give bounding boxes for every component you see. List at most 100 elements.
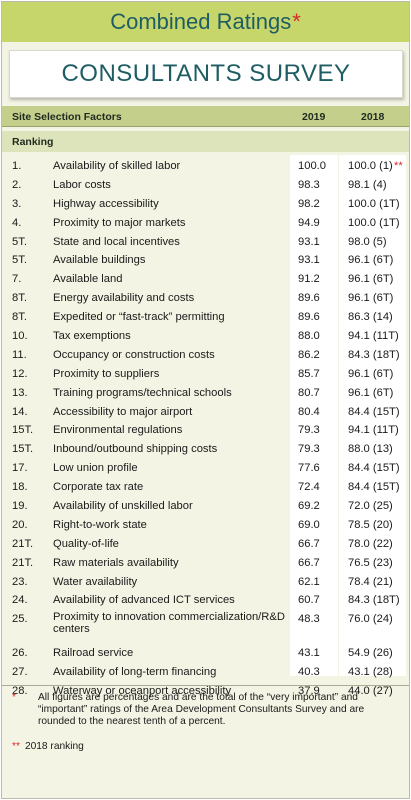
row-factor: Right-to-work state bbox=[53, 518, 147, 531]
row-value-2019: 43.1 bbox=[298, 646, 320, 659]
row-value-2019: 69.2 bbox=[298, 500, 320, 513]
table-row: 4. Proximity to major markets 94.9 100.0 (1… bbox=[2, 214, 409, 233]
row-value-2018: 96.1 (6T) bbox=[348, 367, 394, 380]
row-value-2019: 86.2 bbox=[298, 348, 320, 361]
row-value-2018: 88.0 (13) bbox=[348, 443, 393, 456]
row-value-2018: 84.4 (15T) bbox=[348, 405, 400, 418]
column-header-row: Site Selection Factors 2019 2018 bbox=[2, 106, 409, 127]
row-rank: 5T. bbox=[12, 254, 27, 267]
table-row: 12. Proximity to suppliers 85.7 96.1 (6T) bbox=[2, 365, 409, 384]
row-value-2018: 100.0 (1T) bbox=[348, 197, 400, 210]
row-factor: Expedited or “fast-track” permitting bbox=[53, 311, 225, 324]
row-value-2018: 78.4 (21) bbox=[348, 575, 393, 588]
row-value-2018: 84.3 (18T) bbox=[348, 348, 400, 361]
row-value-2018: 96.1 (6T) bbox=[348, 273, 394, 286]
row-rank: 8T. bbox=[12, 311, 27, 324]
row-factor: Accessibility to major airport bbox=[53, 405, 193, 418]
ranking-subheader: Ranking bbox=[2, 131, 409, 152]
row-factor: Inbound/outbound shipping costs bbox=[53, 443, 218, 456]
table-row: 20. Right-to-work state 69.0 78.5 (20) bbox=[2, 516, 409, 535]
row-value-2019: 89.6 bbox=[298, 311, 320, 324]
row-rank: 20. bbox=[12, 518, 28, 531]
row-rank: 8T. bbox=[12, 292, 27, 305]
row-factor: Low union profile bbox=[53, 462, 138, 475]
table-row: 15T. Environmental regulations 79.3 94.1 (1… bbox=[2, 421, 409, 440]
footnote-1-text: All figures are percentages and are the … bbox=[38, 692, 365, 727]
row-factor: Water availability bbox=[53, 575, 138, 588]
row-rank: 21T. bbox=[12, 556, 34, 569]
row-value-2018: 100.0 (1T) bbox=[348, 216, 400, 229]
table-row: 25. Proximity to innovation commercializa… bbox=[2, 610, 409, 643]
row-factor: Occupancy or construction costs bbox=[53, 348, 215, 361]
table-row: 14. Accessibility to major airport 80.4 84.… bbox=[2, 403, 409, 422]
row-value-2019: 85.7 bbox=[298, 367, 320, 380]
table-row: 27. Availability of long-term financing 40… bbox=[2, 663, 409, 682]
row-value-2018: 84.4 (15T) bbox=[348, 462, 400, 475]
table-row: 8T. Energy availability and costs 89.6 96.1… bbox=[2, 289, 409, 308]
row-factor: Available land bbox=[53, 273, 123, 286]
row-factor: State and local incentives bbox=[53, 235, 180, 248]
row-value-2019: 40.3 bbox=[298, 665, 320, 678]
row-rank: 28. bbox=[12, 684, 28, 697]
row-rank: 1. bbox=[12, 160, 22, 172]
row-factor: Quality-of-life bbox=[53, 537, 119, 550]
column-header-2018: 2018 bbox=[361, 111, 385, 123]
column-2018-background bbox=[339, 155, 406, 676]
column-header-factors: Site Selection Factors bbox=[12, 111, 122, 123]
row-value-2019: 94.9 bbox=[298, 216, 320, 229]
row-value-2019: 60.7 bbox=[298, 594, 320, 607]
row-value-2019: 88.0 bbox=[298, 330, 320, 343]
table-row: 3. Highway accessibility 98.2 100.0 (1T) bbox=[2, 195, 409, 214]
table-row: 7. Available land 91.2 96.1 (6T) bbox=[2, 270, 409, 289]
table-row: 24. Availability of advanced ICT services… bbox=[2, 591, 409, 610]
table-row: 17. Low union profile 77.6 84.4 (15T) bbox=[2, 459, 409, 478]
table-row: 8T. Expedited or “fast-track” permitting 8… bbox=[2, 308, 409, 327]
row-rank: 21T. bbox=[12, 537, 34, 550]
row-value-2019: 91.2 bbox=[298, 273, 320, 286]
row-factor: Labor costs bbox=[53, 178, 111, 191]
row-value-2019: 37.9 bbox=[298, 684, 320, 697]
row-rank: 18. bbox=[12, 481, 28, 494]
row-factor: Availability of long-term financing bbox=[53, 665, 217, 678]
row-value-2019: 72.4 bbox=[298, 481, 320, 494]
row-factor: Training programs/technical schools bbox=[53, 386, 232, 399]
survey-title-box: CONSULTANTS SURVEY bbox=[9, 50, 403, 98]
row-value-2019: 79.3 bbox=[298, 443, 320, 456]
survey-title: CONSULTANTS SURVEY bbox=[61, 60, 351, 87]
row-value-2018: 96.1 (6T) bbox=[348, 254, 394, 267]
row-factor: Energy availability and costs bbox=[53, 292, 195, 305]
row-value-2018: 94.1 (11T) bbox=[348, 330, 399, 343]
row-value-2019: 66.7 bbox=[298, 537, 320, 550]
row-value-2018: 44.0 (27) bbox=[348, 684, 393, 697]
row-value-2019: 98.3 bbox=[298, 178, 320, 191]
table-row: 19. Availability of unskilled labor 69.2 72… bbox=[2, 497, 409, 516]
row-value-2018: 76.5 (23) bbox=[348, 556, 393, 569]
row-rank: 4. bbox=[12, 216, 22, 229]
table-row: 18. Corporate tax rate 72.4 84.4 (15T) bbox=[2, 478, 409, 497]
row-factor: Proximity to major markets bbox=[53, 216, 186, 229]
row-factor: Proximity to suppliers bbox=[53, 367, 160, 380]
row-factor: Raw materials availability bbox=[53, 556, 179, 569]
ranking-label: Ranking bbox=[12, 136, 54, 148]
row-value-2018: 84.3 (18T) bbox=[348, 594, 400, 607]
row-value-2018: 96.1 (6T) bbox=[348, 386, 394, 399]
row-value-2019: 93.1 bbox=[298, 254, 320, 267]
table-row: 15T. Inbound/outbound shipping costs 79.3 8… bbox=[2, 440, 409, 459]
row-value-2018: 72.0 (25) bbox=[348, 500, 393, 513]
row-rank: 23. bbox=[12, 575, 28, 588]
table-row: 11. Occupancy or construction costs 86.2 84… bbox=[2, 346, 409, 365]
row-value-2018: 86.3 (14) bbox=[348, 311, 393, 324]
row-factor: Available buildings bbox=[53, 254, 146, 267]
footnote-divider bbox=[2, 685, 409, 686]
title-asterisk: * bbox=[292, 9, 301, 34]
row-value-2018: 43.1 (28) bbox=[348, 665, 393, 678]
row-value-2019: 69.0 bbox=[298, 518, 320, 531]
row-rank: 15T. bbox=[12, 443, 34, 456]
row-value-2018: 98.0 (5) bbox=[348, 235, 387, 248]
row-value-2018: 96.1 (6T) bbox=[348, 292, 394, 305]
row-value-2018: 84.4 (15T) bbox=[348, 481, 400, 494]
page-title: Combined Ratings bbox=[110, 9, 292, 34]
row-factor: Environmental regulations bbox=[53, 424, 183, 437]
row-rank: 15T. bbox=[12, 424, 34, 437]
